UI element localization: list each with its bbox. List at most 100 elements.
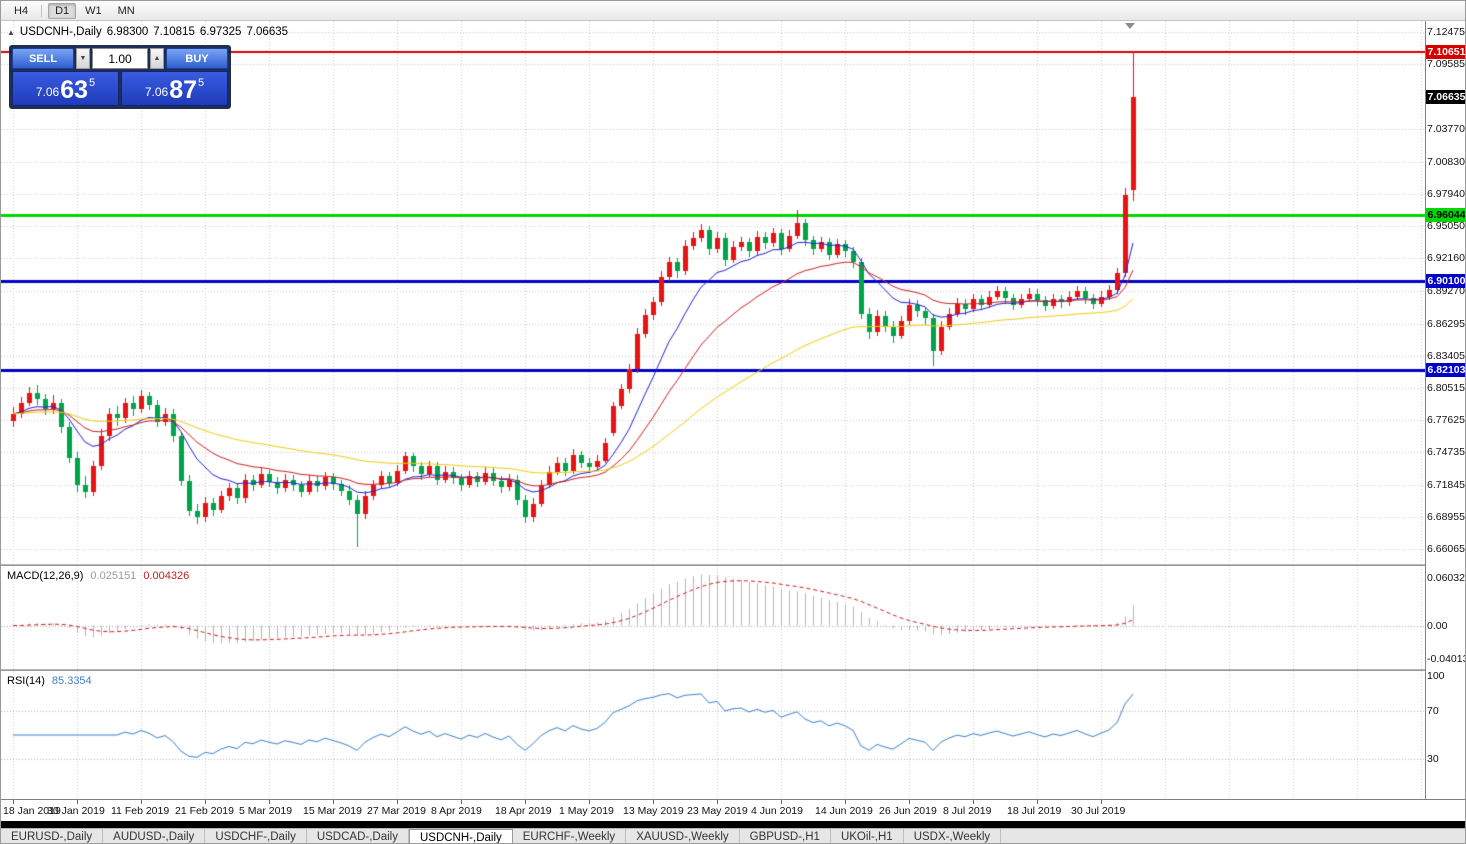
timeframe-button-h4[interactable]: H4 — [14, 4, 29, 17]
chart-tab-xauusd-weekly[interactable]: XAUUSD-,Weekly — [626, 829, 740, 843]
time-axis-tick — [525, 800, 526, 804]
time-axis-label: 11 Feb 2019 — [111, 805, 170, 817]
time-axis-label: 26 Jun 2019 — [879, 805, 937, 817]
price-scale-label: 7.00830 — [1427, 155, 1465, 168]
sell-price-big: 63 — [60, 76, 89, 104]
time-axis-label: 1 May 2019 — [559, 805, 614, 817]
macd-panel-canvas[interactable] — [1, 566, 1425, 669]
chart-tab-usdx-weekly[interactable]: USDX-,Weekly — [904, 829, 1002, 843]
chart-tab-ukoil-h1[interactable]: UKOil-,H1 — [831, 829, 904, 843]
time-axis-label: 8 Jul 2019 — [943, 805, 992, 817]
time-axis-tick — [589, 800, 590, 804]
chart-tab-usdcnh-daily[interactable]: USDCNH-,Daily — [408, 829, 513, 843]
price-badge: 7.06635 — [1426, 90, 1466, 105]
buy-button[interactable]: BUY — [166, 48, 228, 69]
time-axis-label: 4 Jun 2019 — [751, 805, 803, 817]
time-axis-tick — [781, 800, 782, 804]
price-scale-label: 7.12475 — [1427, 26, 1465, 38]
one-click-panel-toggle-icon[interactable]: ▲ — [7, 27, 15, 37]
volume-input[interactable]: 1.00 — [92, 48, 148, 69]
price-scale-label: 6.68955 — [1427, 510, 1465, 523]
close-value: 7.06635 — [246, 26, 289, 38]
macd-scale-max: 0.060329 — [1427, 572, 1465, 584]
time-axis-tick — [13, 800, 14, 804]
toolbar-separator — [41, 4, 43, 17]
time-axis-label: 18 Apr 2019 — [495, 805, 552, 817]
time-axis-label: 21 Feb 2019 — [175, 805, 234, 817]
chart-shift-marker-icon[interactable] — [1125, 23, 1135, 29]
rsi-scale-label: 100 — [1427, 670, 1445, 682]
chart-tab-gbpusd-h1[interactable]: GBPUSD-,H1 — [740, 829, 831, 843]
price-badge: 7.10651 — [1426, 45, 1466, 60]
chevron-up-icon: ▲ — [153, 55, 161, 62]
macd-scale-min: -0.040135 — [1427, 653, 1465, 665]
time-axis-tick — [653, 800, 654, 804]
price-scale[interactable]: 7.12475 7.09585 7.03770 7.00830 6.97940 6.950… — [1426, 21, 1466, 799]
timeframe-button-d1[interactable]: D1 — [48, 2, 77, 19]
chart-tab-bar: EURUSD-,Daily AUDUSD-,Daily USDCHF-,Daily U… — [1, 828, 1465, 843]
high-value: 7.10815 — [153, 26, 195, 38]
price-scale-border — [1425, 21, 1426, 799]
macd-name: MACD(12,26,9) — [7, 570, 84, 582]
macd-main-value: 0.025151 — [90, 570, 137, 582]
chart-tab-eurusd-daily[interactable]: EURUSD-,Daily — [1, 829, 104, 843]
time-axis-tick — [397, 800, 398, 804]
time-axis-tick — [77, 800, 78, 804]
price-badge: 6.96044 — [1426, 208, 1466, 223]
sell-price-button[interactable]: 7.06 63 5 — [12, 71, 119, 106]
time-axis-tick — [269, 800, 270, 804]
timeframe-button-w1[interactable]: W1 — [85, 4, 102, 17]
panel-separator[interactable] — [1, 669, 1465, 671]
chart-tab-audusd-daily[interactable]: AUDUSD-,Daily — [103, 829, 206, 843]
chart-tab-usdcad-daily[interactable]: USDCAD-,Daily — [307, 829, 409, 843]
price-scale-label: 6.77625 — [1427, 414, 1465, 427]
chart-title: ▲ USDCNH-,Daily 6.98300 7.10815 6.97325 … — [7, 26, 288, 38]
macd-signal-value: 0.004326 — [143, 570, 190, 582]
chevron-down-icon: ▼ — [79, 55, 87, 62]
time-axis-tick — [461, 800, 462, 804]
price-scale-label: 6.95050 — [1427, 220, 1465, 233]
time-axis-label: 18 Jan 2019 — [3, 805, 61, 817]
time-axis-tick — [1101, 800, 1102, 804]
timeframe-button-mn[interactable]: MN — [117, 4, 135, 17]
rsi-panel-canvas[interactable] — [1, 671, 1425, 799]
bottom-strip — [1, 821, 1465, 828]
time-axis[interactable]: 18 Jan 2019 30 Jan 2019 11 Feb 2019 21 Feb … — [1, 799, 1465, 821]
time-axis-label: 30 Jul 2019 — [1071, 805, 1126, 817]
price-scale-label: 6.80515 — [1427, 382, 1465, 395]
symbol-period-label: USDCNH-,Daily — [19, 26, 102, 38]
panel-separator[interactable] — [1, 564, 1465, 566]
sell-price-prefix: 7.06 — [35, 85, 60, 99]
price-badge: 6.82103 — [1426, 363, 1466, 378]
time-axis-label: 5 Mar 2019 — [239, 805, 293, 817]
volume-decrease-button[interactable]: ▼ — [76, 48, 90, 69]
time-axis-tick — [205, 800, 206, 804]
one-click-trade-panel: SELL ▼ 1.00 ▲ BUY 7.06 63 5 7.06 87 5 — [9, 45, 231, 109]
main-chart-canvas[interactable] — [1, 21, 1425, 564]
price-scale-label: 6.97940 — [1427, 187, 1465, 200]
rsi-scale-label: 30 — [1427, 752, 1439, 765]
time-axis-label: 30 Jan 2019 — [47, 805, 105, 817]
price-scale-label: 6.92160 — [1427, 252, 1465, 265]
chart-tab-eurchf-weekly[interactable]: EURCHF-,Weekly — [513, 829, 627, 843]
price-scale-label: 7.03770 — [1427, 122, 1465, 135]
macd-scale-zero: 0.00 — [1427, 619, 1448, 632]
macd-indicator-label: MACD(12,26,9) 0.025151 0.004326 — [7, 570, 189, 582]
buy-price-big: 87 — [169, 76, 198, 104]
volume-increase-button[interactable]: ▲ — [150, 48, 164, 69]
rsi-scale-label: 70 — [1427, 705, 1439, 718]
buy-price-button[interactable]: 7.06 87 5 — [121, 71, 228, 106]
sell-button[interactable]: SELL — [12, 48, 74, 69]
price-scale-label: 6.86295 — [1427, 317, 1465, 330]
time-axis-tick — [909, 800, 910, 804]
time-axis-label: 18 Jul 2019 — [1007, 805, 1062, 817]
buy-price-prefix: 7.06 — [144, 85, 169, 99]
time-axis-label: 8 Apr 2019 — [431, 805, 482, 817]
chart-tab-usdchf-daily[interactable]: USDCHF-,Daily — [205, 829, 307, 843]
price-scale-label: 6.71845 — [1427, 478, 1465, 491]
time-axis-tick — [333, 800, 334, 804]
timeframe-toolbar: H4 D1 W1 MN — [1, 1, 1465, 21]
low-value: 6.97325 — [199, 26, 242, 38]
open-value: 6.98300 — [106, 26, 149, 38]
